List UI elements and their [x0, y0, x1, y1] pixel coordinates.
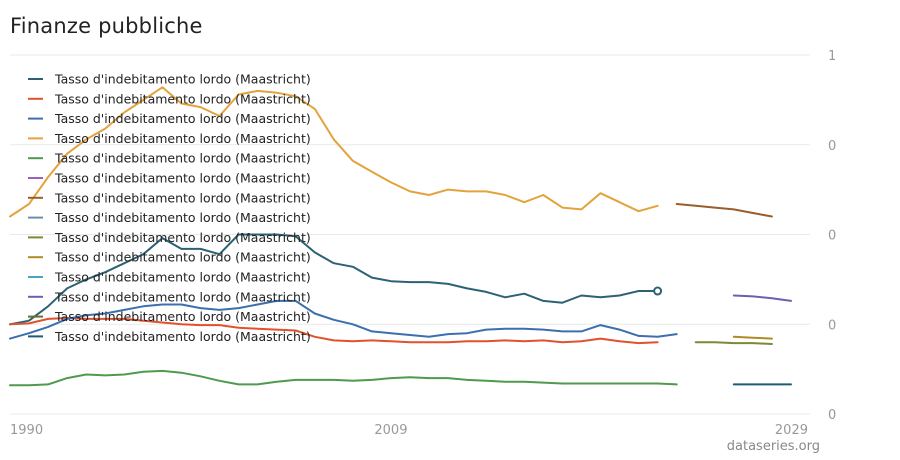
series-end-marker [653, 286, 663, 296]
series-line-5 [9, 369, 678, 387]
series-lines [9, 86, 792, 387]
y-tick-label: 0 [828, 229, 836, 244]
series-line-4 [9, 86, 659, 218]
series-line-1 [9, 233, 659, 326]
legend-entry[interactable]: Tasso d'indebitamento lordo (Maastricht) [54, 329, 311, 344]
y-tick-label: 1 [828, 49, 836, 64]
chart-title: Finanze pubbliche [10, 14, 203, 38]
source-credit: dataseries.org [726, 439, 820, 454]
grid-lines [10, 54, 810, 415]
series-line-2 [9, 317, 659, 345]
x-tick-label: 1990 [10, 423, 43, 438]
legend-entry[interactable]: Tasso d'indebitamento lordo (Maastricht) [54, 190, 311, 205]
legend-entry[interactable]: Tasso d'indebitamento lordo (Maastricht) [54, 210, 311, 225]
series-line-3 [9, 299, 678, 340]
legend: Tasso d'indebitamento lordo (Maastricht)… [28, 72, 311, 344]
legend-entry[interactable]: Tasso d'indebitamento lordo (Maastricht) [54, 111, 311, 126]
legend-entry[interactable]: Tasso d'indebitamento lordo (Maastricht) [54, 270, 311, 285]
series-line-7 [675, 203, 773, 218]
y-axis-ticks: 1 0 0 0 0 [828, 49, 836, 423]
x-tick-label: 2029 [775, 423, 808, 438]
y-tick-label: 0 [828, 408, 836, 423]
series-line-12 [732, 294, 792, 302]
legend-entry[interactable]: Tasso d'indebitamento lordo (Maastricht) [54, 72, 311, 87]
legend-entry[interactable]: Tasso d'indebitamento lordo (Maastricht) [54, 309, 311, 324]
series-line-9 [694, 341, 773, 345]
y-tick-label: 0 [828, 318, 836, 333]
y-tick-label: 0 [828, 139, 836, 154]
x-axis-ticks: 1990 2009 2029 [10, 423, 808, 438]
legend-entry[interactable]: Tasso d'indebitamento lordo (Maastricht) [54, 171, 311, 186]
series-line-10 [732, 335, 773, 340]
x-tick-label: 2009 [374, 423, 407, 438]
legend-entry[interactable]: Tasso d'indebitamento lordo (Maastricht) [54, 131, 311, 146]
legend-entry[interactable]: Tasso d'indebitamento lordo (Maastricht) [54, 151, 311, 166]
legend-entry[interactable]: Tasso d'indebitamento lordo (Maastricht) [54, 250, 311, 265]
legend-entry[interactable]: Tasso d'indebitamento lordo (Maastricht) [54, 91, 311, 106]
legend-entry[interactable]: Tasso d'indebitamento lordo (Maastricht) [54, 289, 311, 304]
legend-entry[interactable]: Tasso d'indebitamento lordo (Maastricht) [54, 230, 311, 245]
